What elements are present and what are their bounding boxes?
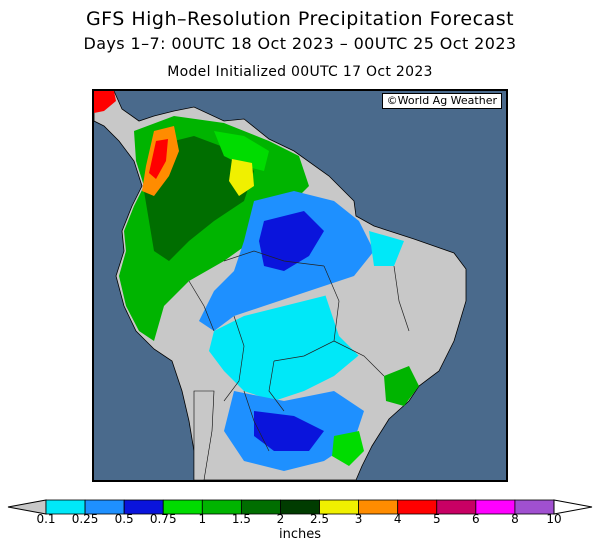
rain-south-green <box>332 431 364 466</box>
map-canvas <box>94 91 506 480</box>
model-init-time: Model Initialized 00UTC 17 Oct 2023 <box>167 64 433 80</box>
rain-cyan-northeast <box>369 231 404 266</box>
rain-extreme-colombia <box>149 139 168 179</box>
map-title: GFS High–Resolution Precipitation Foreca… <box>85 8 515 30</box>
andes-south <box>193 390 215 480</box>
legend-bars <box>7 499 593 515</box>
color-legend <box>7 499 593 515</box>
rain-yellow-venezuela <box>229 159 254 196</box>
legend-tick-label: 2.5 <box>309 512 330 526</box>
legend-swatch-8 <box>358 499 399 515</box>
legend-tick-label: 0.25 <box>71 512 99 526</box>
precipitation-map: ©World Ag Weather <box>92 89 508 482</box>
legend-tick-label: 0.1 <box>36 512 56 526</box>
forecast-period: Days 1–7: 00UTC 18 Oct 2023 – 00UTC 25 O… <box>83 34 517 53</box>
legend-tick-label: 6 <box>472 512 480 526</box>
dry-interior-brazil <box>324 266 449 361</box>
rain-southeast-coast <box>384 366 419 406</box>
legend-tick-label: 8 <box>511 512 519 526</box>
legend-tick-label: 10 <box>546 512 562 526</box>
legend-tick-label: 3 <box>354 512 363 526</box>
rain-darkblue-amazon <box>259 211 324 271</box>
rain-lightgreen <box>214 131 269 171</box>
country-borders <box>188 250 410 452</box>
legend-tick-label: 1.5 <box>231 512 251 526</box>
rain-south-darkblue <box>254 411 324 451</box>
legend-tick-label: 1 <box>198 512 207 526</box>
legend-swatch-9 <box>397 499 438 515</box>
legend-tick-label: 4 <box>393 512 402 526</box>
legend-swatch-10 <box>436 499 477 515</box>
legend-above-arrow <box>553 499 593 515</box>
central-america <box>94 91 116 113</box>
legend-tick-label: 2 <box>276 512 285 526</box>
legend-swatch-11 <box>475 499 516 515</box>
legend-tick-label: 0.75 <box>149 512 177 526</box>
copyright-label: ©World Ag Weather <box>381 93 502 109</box>
legend-unit: inches <box>278 527 321 542</box>
legend-tick-label: 5 <box>432 512 441 526</box>
legend-tick-label: 0.5 <box>114 512 134 526</box>
